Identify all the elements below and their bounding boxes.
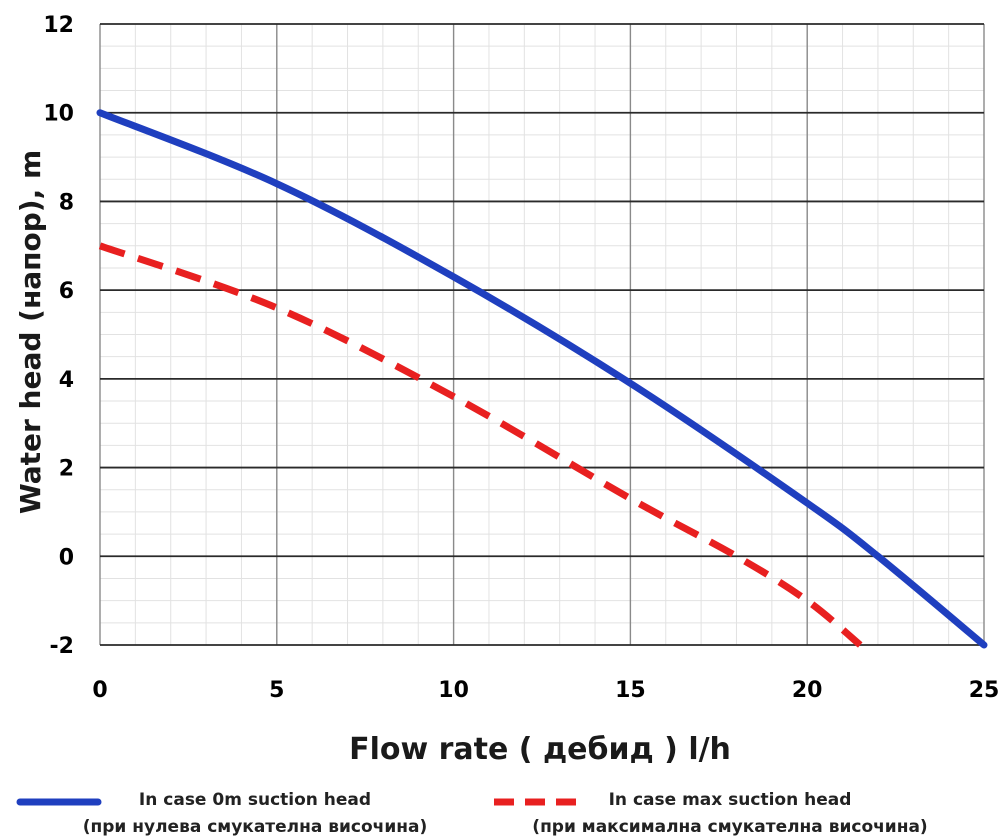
series-line-1 — [96, 109, 988, 649]
y-tick-label: -2 — [50, 634, 74, 659]
x-tick-label: 25 — [969, 678, 1000, 703]
legend-label-series-1-line2: (при нулева смукателна височина) — [83, 817, 428, 837]
y-tick-label: 8 — [59, 190, 74, 215]
series-line-2 — [98, 242, 863, 648]
x-tick-label: 15 — [615, 678, 646, 703]
legend: In case 0m suction head (при нулева смук… — [16, 790, 928, 837]
grid — [99, 23, 985, 646]
x-tick-label: 20 — [792, 678, 823, 703]
y-tick-label: 2 — [59, 457, 74, 482]
x-tick-label: 5 — [269, 678, 284, 703]
y-tick-label: 6 — [59, 279, 74, 304]
x-tick-label: 0 — [92, 678, 107, 703]
y-tick-label: 4 — [59, 368, 74, 393]
series-layer — [96, 109, 988, 649]
y-tick-label: 0 — [59, 545, 74, 570]
tick-labels: -2 0 2 4 6 8 10 12 0 5 10 15 20 25 — [43, 13, 999, 703]
y-tick-label: 12 — [43, 13, 74, 38]
legend-label-series-1: In case 0m suction head — [139, 790, 371, 810]
x-axis-title: Flow rate ( дебид ) l/h — [349, 732, 731, 767]
y-axis-title: Water head (напор), m — [14, 150, 47, 514]
legend-label-series-2-line2: (при максимална смукателна височина) — [532, 817, 927, 837]
y-tick-label: 10 — [43, 102, 74, 127]
x-tick-label: 10 — [438, 678, 469, 703]
legend-label-series-2: In case max suction head — [609, 790, 852, 810]
